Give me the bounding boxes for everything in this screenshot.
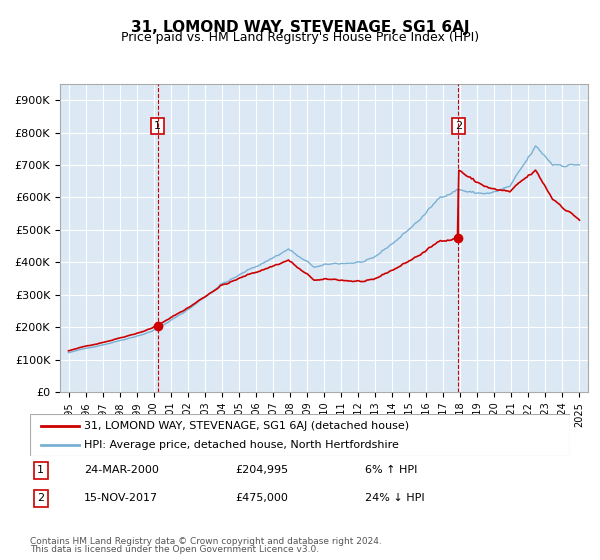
Text: HPI: Average price, detached house, North Hertfordshire: HPI: Average price, detached house, Nort… [84,440,399,450]
Text: 1: 1 [37,465,44,475]
Text: 31, LOMOND WAY, STEVENAGE, SG1 6AJ: 31, LOMOND WAY, STEVENAGE, SG1 6AJ [131,20,469,35]
FancyBboxPatch shape [30,414,570,456]
Text: 24% ↓ HPI: 24% ↓ HPI [365,493,424,503]
Text: 2: 2 [37,493,44,503]
Text: Contains HM Land Registry data © Crown copyright and database right 2024.: Contains HM Land Registry data © Crown c… [30,537,382,546]
Text: £475,000: £475,000 [235,493,288,503]
Text: £204,995: £204,995 [235,465,289,475]
Text: 2: 2 [455,121,462,131]
Text: 24-MAR-2000: 24-MAR-2000 [84,465,159,475]
Text: 15-NOV-2017: 15-NOV-2017 [84,493,158,503]
Text: This data is licensed under the Open Government Licence v3.0.: This data is licensed under the Open Gov… [30,545,319,554]
Text: 6% ↑ HPI: 6% ↑ HPI [365,465,417,475]
Text: 1: 1 [154,121,161,131]
Text: Price paid vs. HM Land Registry's House Price Index (HPI): Price paid vs. HM Land Registry's House … [121,31,479,44]
Text: 31, LOMOND WAY, STEVENAGE, SG1 6AJ (detached house): 31, LOMOND WAY, STEVENAGE, SG1 6AJ (deta… [84,421,409,431]
